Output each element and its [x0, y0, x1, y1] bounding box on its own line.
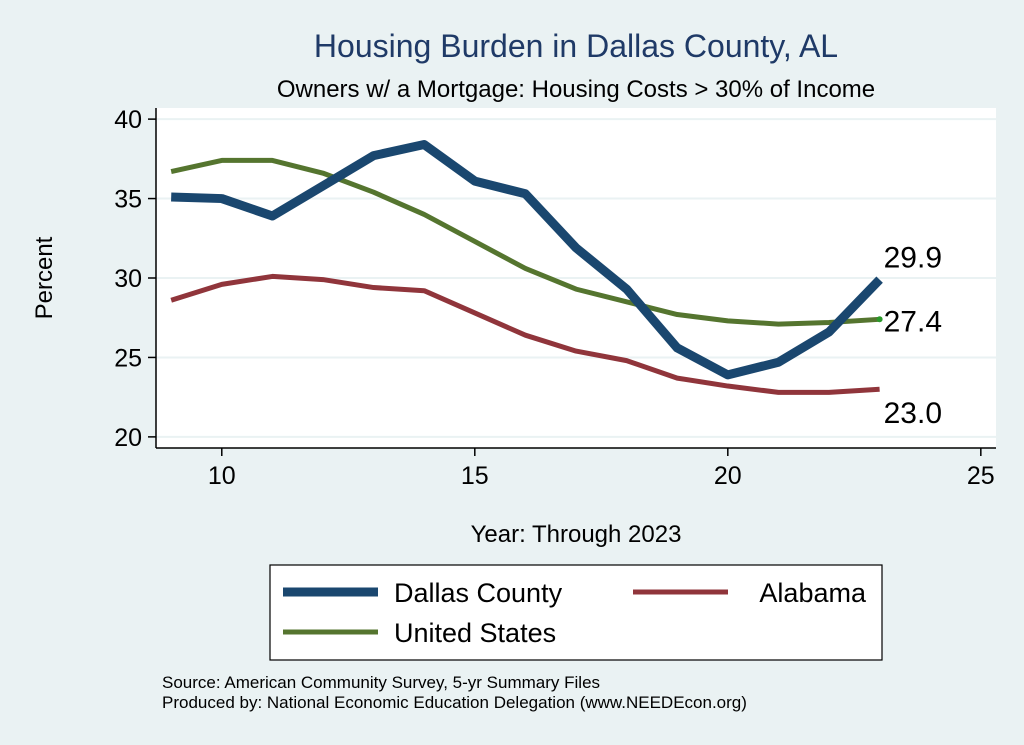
axes: 20 25 30 35 40 10 15 20 25: [114, 106, 996, 490]
end-labels: 23.0 27.4 29.9: [876, 242, 942, 430]
y-tick-label-40: 40: [114, 106, 142, 134]
x-tick-label-10: 10: [208, 462, 236, 490]
end-label-united-states: 27.4: [884, 305, 942, 338]
end-label-alabama: 23.0: [884, 397, 942, 430]
legend: Dallas County Alabama United States: [269, 564, 883, 661]
series-line-alabama: [170, 273, 880, 395]
end-label-dallas-county: 29.9: [884, 242, 942, 275]
legend-label-alabama: Alabama: [759, 578, 867, 608]
y-axis-title: Percent: [31, 236, 58, 319]
y-tick-label-20: 20: [114, 424, 142, 452]
x-tick-label-25: 25: [967, 462, 995, 490]
produced-by-note: Produced by: National Economic Education…: [162, 693, 747, 712]
series-group: [170, 140, 883, 395]
y-tick-label-25: 25: [114, 344, 142, 372]
legend-label-us: United States: [394, 618, 556, 648]
x-tick-label-15: 15: [461, 462, 489, 490]
legend-label-dallas: Dallas County: [394, 578, 563, 608]
chart-title: Housing Burden in Dallas County, AL: [314, 28, 838, 64]
x-tick-label-20: 20: [714, 462, 742, 490]
x-axis-title: Year: Through 2023: [471, 521, 682, 548]
y-tick-label-30: 30: [114, 265, 142, 293]
source-note: Source: American Community Survey, 5-yr …: [162, 673, 600, 692]
legend-box: [269, 564, 883, 661]
y-tick-label-35: 35: [114, 186, 142, 214]
us-end-marker: [876, 316, 883, 323]
chart-subtitle: Owners w/ a Mortgage: Housing Costs > 30…: [277, 76, 875, 103]
series-line-united-states: [170, 157, 880, 327]
series-line-dallas-county: [171, 140, 883, 380]
